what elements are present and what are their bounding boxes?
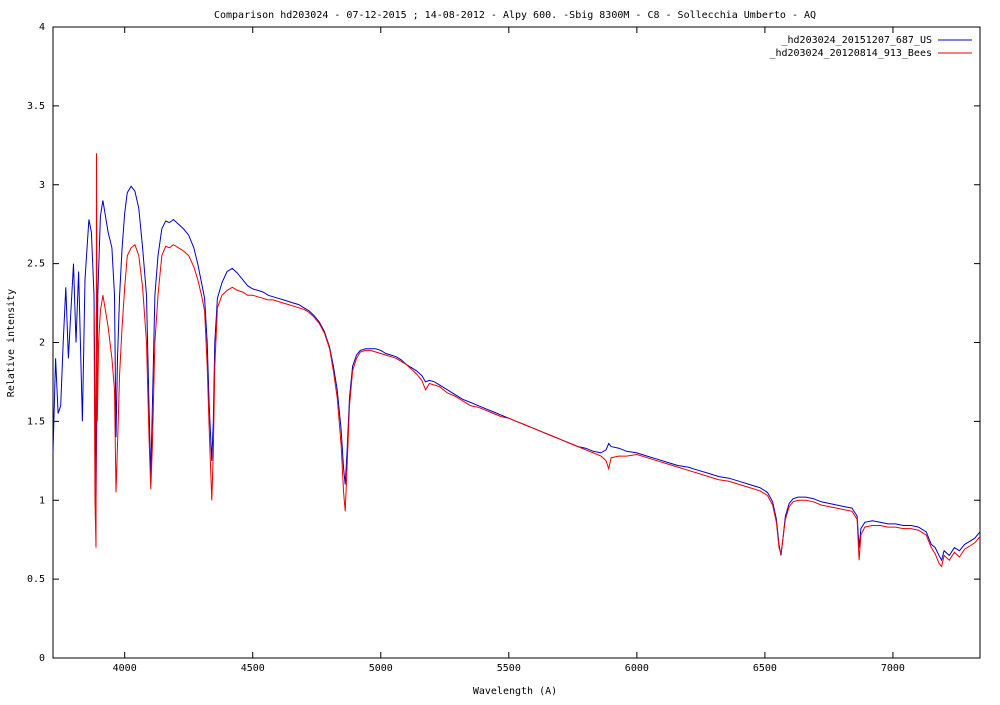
y-tick-label: 0.5 — [27, 574, 45, 585]
series-line-2 — [93, 153, 981, 568]
plot-frame — [52, 26, 981, 659]
y-tick-label: 0 — [39, 653, 45, 664]
y-tick-label: 4 — [39, 22, 45, 33]
y-axis-label: Relative intensity — [6, 289, 17, 397]
series-line-1 — [52, 185, 981, 562]
series-layer — [52, 153, 981, 568]
x-tick-label: 4000 — [113, 663, 137, 674]
legend-label: _hd203024_20151207_687_US — [781, 35, 932, 46]
x-tick-label: 7000 — [881, 663, 905, 674]
y-tick-label: 2.5 — [27, 259, 45, 270]
x-tick-label: 5500 — [497, 663, 521, 674]
legend: _hd203024_20151207_687_US _hd203024_20120… — [769, 35, 972, 59]
chart-title: Comparison hd203024 - 07-12-2015 ; 14-08… — [214, 10, 816, 21]
axes-layer: 4000 4500 5000 5500 6000 6500 7000 0 0.5 1 1.5 2 2.5… — [27, 22, 981, 674]
y-tick-label: 3 — [39, 180, 45, 191]
x-tick-label: 6000 — [625, 663, 649, 674]
legend-label: _hd203024_20120814_913_Bees — [769, 48, 932, 59]
x-tick-label: 6500 — [753, 663, 777, 674]
y-tick-label: 2 — [39, 338, 45, 349]
y-tick-label: 1 — [39, 495, 45, 506]
y-tick-label: 3.5 — [27, 101, 45, 112]
x-tick-label: 5000 — [369, 663, 393, 674]
y-tick-label: 1.5 — [27, 416, 45, 427]
x-axis-label: Wavelength (A) — [473, 686, 557, 697]
x-tick-label: 4500 — [241, 663, 265, 674]
